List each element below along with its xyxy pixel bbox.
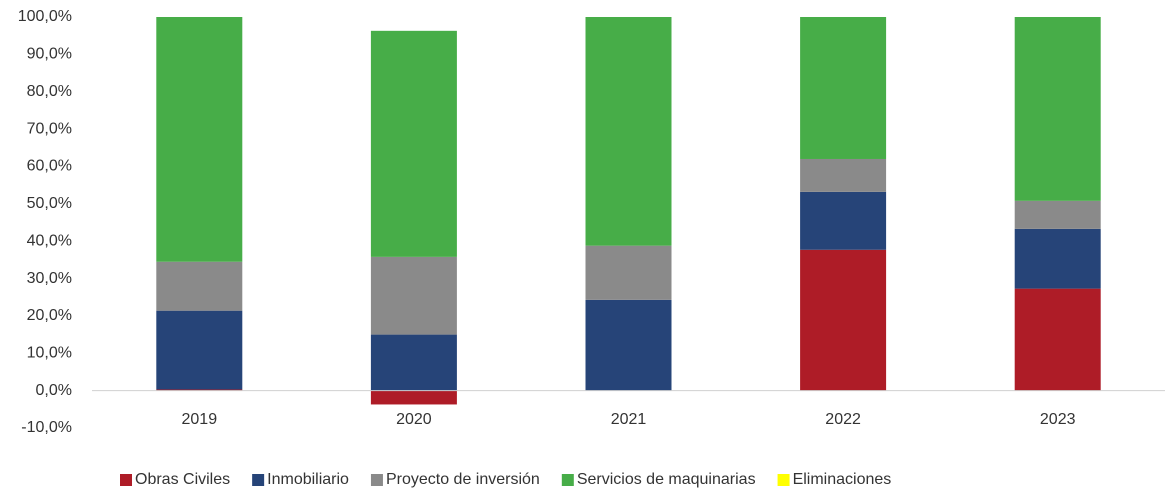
legend-label: Proyecto de inversión — [386, 471, 540, 488]
legend-label: Obras Civiles — [135, 471, 230, 488]
bar-segment — [800, 17, 887, 159]
y-tick-label: 30,0% — [27, 270, 72, 287]
y-tick-label: 90,0% — [27, 46, 72, 63]
legend-swatch — [777, 474, 790, 486]
legend-swatch — [370, 474, 383, 486]
bar-segment — [1014, 200, 1101, 229]
y-tick-label: 40,0% — [27, 232, 72, 249]
x-tick-label: 2021 — [611, 411, 647, 428]
x-tick-label: 2020 — [396, 411, 432, 428]
legend-swatch — [120, 474, 132, 486]
legend-label: Servicios de maquinarias — [577, 471, 756, 488]
bar-segment — [156, 389, 243, 391]
bar-segment — [800, 158, 887, 192]
y-tick-label: -10,0% — [21, 419, 72, 436]
bar-segment — [1014, 228, 1101, 289]
y-tick-label: 100,0% — [18, 8, 72, 25]
bar-segment — [156, 17, 243, 262]
bar-segment — [370, 334, 457, 391]
bar-segment — [585, 17, 672, 246]
bar-segment — [370, 390, 457, 405]
bar-segment — [370, 256, 457, 335]
bar-segment — [800, 191, 887, 250]
y-tick-label: 10,0% — [27, 344, 72, 361]
bar-segment — [156, 261, 243, 311]
x-tick-label: 2023 — [1040, 411, 1076, 428]
y-tick-label: 50,0% — [27, 195, 72, 212]
bar-segment — [1014, 288, 1101, 391]
y-tick-label: 60,0% — [27, 158, 72, 175]
legend-label: Eliminaciones — [793, 471, 892, 488]
legend-label: Inmobiliario — [267, 471, 349, 488]
bar-segment — [585, 245, 672, 300]
bar-segment — [156, 310, 243, 390]
x-tick-label: 2022 — [825, 411, 861, 428]
bar-segment — [585, 299, 672, 391]
x-tick-label: 2019 — [182, 411, 218, 428]
y-tick-label: 80,0% — [27, 83, 72, 100]
y-tick-label: 70,0% — [27, 120, 72, 137]
legend-swatch — [561, 474, 574, 486]
bar-segment — [1014, 17, 1101, 201]
bar-segment — [370, 30, 457, 257]
bar-segment — [800, 249, 887, 391]
y-tick-label: 20,0% — [27, 307, 72, 324]
y-tick-label: 0,0% — [36, 382, 72, 399]
legend-swatch — [252, 474, 265, 486]
